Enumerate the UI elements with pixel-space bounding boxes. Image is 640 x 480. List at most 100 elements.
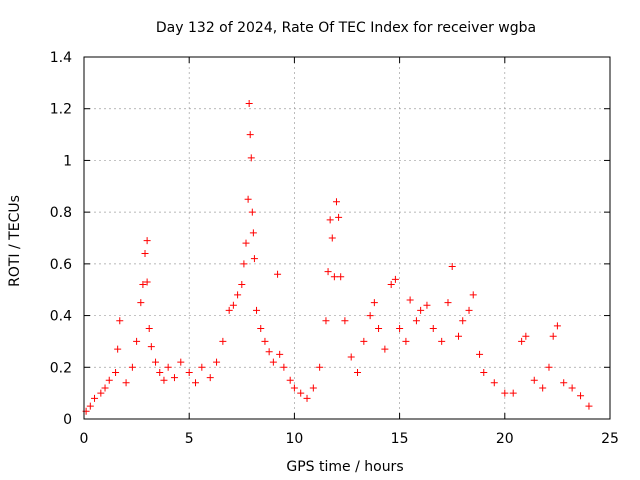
data-point <box>303 394 311 402</box>
data-point <box>539 384 547 392</box>
data-point <box>245 100 253 108</box>
data-point <box>341 317 349 325</box>
y-tick-label: 0 <box>63 412 72 428</box>
x-tick-label: 15 <box>391 431 409 447</box>
data-point <box>324 268 332 276</box>
data-point <box>406 296 414 304</box>
x-tick-label: 10 <box>285 431 303 447</box>
data-point <box>105 376 113 384</box>
data-point <box>417 306 425 314</box>
data-point <box>112 368 120 376</box>
data-point <box>137 299 145 307</box>
data-point <box>337 273 345 281</box>
data-point <box>249 229 257 237</box>
data-point <box>141 250 149 258</box>
data-point <box>412 317 420 325</box>
data-point <box>240 260 248 268</box>
data-point <box>280 363 288 371</box>
y-tick-label: 1.4 <box>50 50 72 66</box>
data-point <box>509 389 517 397</box>
data-point <box>366 312 374 320</box>
data-point <box>276 350 284 358</box>
data-point <box>316 363 324 371</box>
data-point <box>360 337 368 345</box>
data-point <box>152 358 160 366</box>
data-point <box>455 332 463 340</box>
data-point <box>530 376 538 384</box>
data-point <box>347 353 355 361</box>
data-point <box>185 368 193 376</box>
data-point <box>247 154 255 162</box>
data-point <box>469 291 477 299</box>
data-point <box>116 317 124 325</box>
data-point <box>522 332 530 340</box>
data-point <box>101 384 109 392</box>
data-point <box>545 363 553 371</box>
data-point <box>192 379 200 387</box>
data-point <box>250 255 258 263</box>
data-point <box>198 363 206 371</box>
data-point <box>354 368 362 376</box>
data-point <box>370 299 378 307</box>
data-point <box>568 384 576 392</box>
data-points <box>82 100 593 415</box>
data-point <box>577 392 585 400</box>
data-point <box>261 337 269 345</box>
data-point <box>332 198 340 206</box>
data-point <box>128 363 136 371</box>
data-point <box>290 384 298 392</box>
data-point <box>326 216 334 224</box>
data-point <box>396 325 404 332</box>
y-tick-label: 0.4 <box>50 309 72 325</box>
data-point <box>143 237 151 245</box>
data-point <box>423 301 431 309</box>
data-point <box>490 379 498 387</box>
data-point <box>160 376 168 384</box>
data-point <box>122 379 130 387</box>
y-tick-label: 0.2 <box>50 360 72 376</box>
data-point <box>391 275 399 283</box>
data-point <box>238 281 246 289</box>
data-point <box>234 291 242 299</box>
data-point <box>286 376 294 384</box>
data-point <box>274 270 282 278</box>
data-point <box>170 374 178 382</box>
data-point <box>429 325 437 332</box>
data-point <box>387 281 395 289</box>
x-axis-label: GPS time / hours <box>286 459 403 475</box>
x-tick-label: 0 <box>80 431 89 447</box>
plot-frame <box>83 56 611 420</box>
data-point <box>501 389 509 397</box>
data-point <box>91 394 99 402</box>
y-axis-label: ROTI / TECUs <box>7 195 23 287</box>
data-point <box>86 402 94 410</box>
x-tick-label: 5 <box>185 431 194 447</box>
data-point <box>297 389 305 397</box>
data-point <box>322 317 330 325</box>
data-point <box>381 345 389 353</box>
data-point <box>145 325 153 332</box>
data-point <box>553 322 561 330</box>
data-point <box>518 337 526 345</box>
data-point <box>206 374 214 382</box>
data-point <box>585 402 593 410</box>
data-point <box>177 358 185 366</box>
data-point <box>139 281 147 289</box>
data-point <box>269 358 277 366</box>
data-point <box>444 299 452 307</box>
data-point <box>476 350 484 358</box>
data-point <box>335 213 343 221</box>
x-tick-label: 20 <box>496 431 514 447</box>
chart-title: Day 132 of 2024, Rate Of TEC Index for r… <box>156 20 536 36</box>
data-point <box>549 332 557 340</box>
data-point <box>246 131 254 139</box>
y-tick-label: 0.6 <box>50 257 72 273</box>
data-point <box>438 337 446 345</box>
data-point <box>244 195 252 203</box>
y-tick-label: 0.8 <box>50 205 72 221</box>
data-point <box>133 337 141 345</box>
data-point <box>448 262 456 270</box>
data-point <box>213 358 221 366</box>
data-point <box>465 306 473 314</box>
